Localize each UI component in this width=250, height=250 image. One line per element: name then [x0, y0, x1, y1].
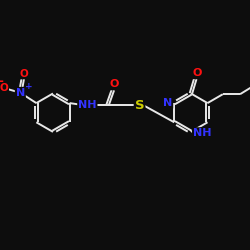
Text: -: -	[0, 74, 3, 88]
Text: NH: NH	[193, 128, 211, 138]
Text: N: N	[163, 98, 172, 108]
Text: O: O	[110, 79, 119, 89]
Text: +: +	[24, 82, 32, 90]
Text: S: S	[135, 98, 144, 112]
Text: N: N	[16, 88, 25, 98]
Text: O: O	[192, 68, 202, 78]
Text: O: O	[0, 83, 8, 93]
Text: O: O	[20, 68, 28, 78]
Text: NH: NH	[78, 100, 96, 110]
